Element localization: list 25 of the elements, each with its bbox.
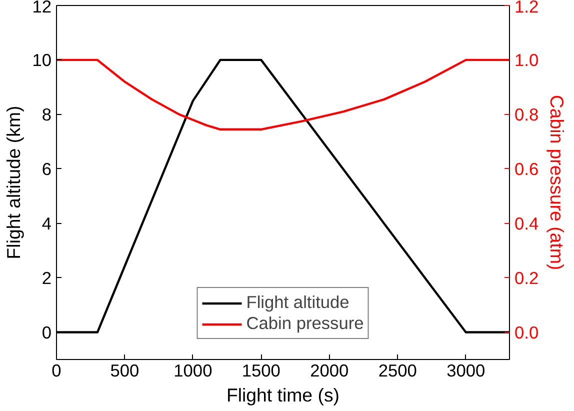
y2-tick-label: 1.2 xyxy=(514,0,539,16)
y-tick-label: 6 xyxy=(42,158,52,179)
legend-label: Flight altitude xyxy=(246,292,350,313)
legend-label: Cabin pressure xyxy=(246,313,364,334)
x-tick-label: 2000 xyxy=(310,360,349,380)
y-axis-title: Flight altitude (km) xyxy=(3,106,24,260)
y-tick-label: 10 xyxy=(32,50,52,70)
y2-tick-label: 0.6 xyxy=(514,158,539,179)
x-tick-label: 2500 xyxy=(378,360,417,380)
y-tick-label: 4 xyxy=(42,213,52,234)
x-tick-label: 3000 xyxy=(446,360,486,380)
y2-tick-label: 0.2 xyxy=(514,268,539,288)
y2-axis-title: Cabin pressure (atm) xyxy=(546,94,568,270)
x-axis-title: Flight time (s) xyxy=(226,384,340,406)
y2-tick-label: 0.4 xyxy=(514,213,539,234)
x-tick-label: 500 xyxy=(110,360,140,380)
y2-tick-label: 0.0 xyxy=(514,322,539,342)
y-tick-label: 8 xyxy=(42,104,52,124)
y-tick-label: 2 xyxy=(42,268,52,288)
y2-tick-label: 1.0 xyxy=(514,50,539,70)
x-tick-label: 1000 xyxy=(174,360,212,380)
x-tick-label: 1500 xyxy=(242,360,280,380)
y2-tick-label: 0.8 xyxy=(514,104,539,124)
y-tick-label: 0 xyxy=(42,322,52,342)
y-tick-label: 12 xyxy=(32,0,52,16)
